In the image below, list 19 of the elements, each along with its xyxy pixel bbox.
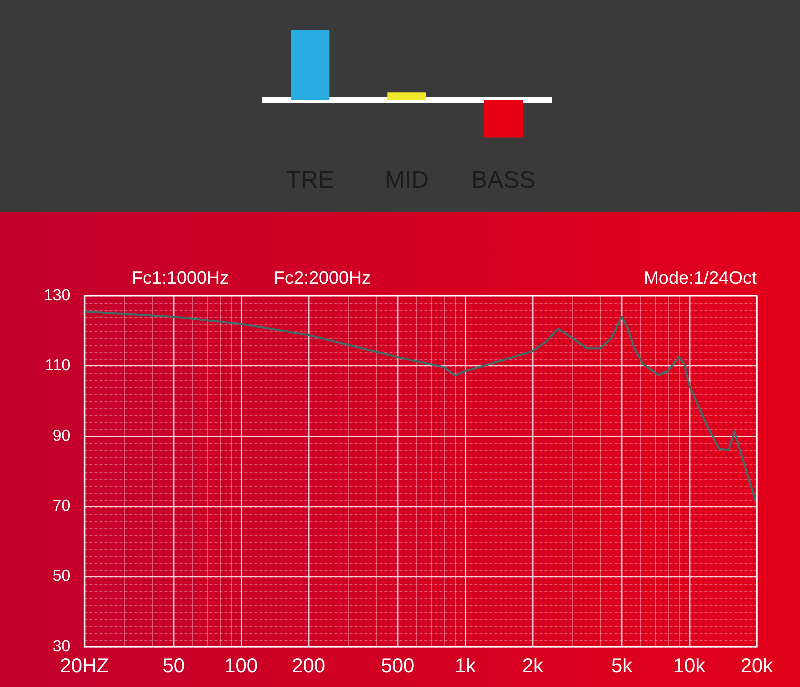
y-tick-label: 110	[45, 358, 71, 375]
y-tick-label: 90	[52, 428, 71, 445]
y-tick-label: 70	[52, 498, 71, 516]
x-tick-label: 20k	[740, 656, 774, 678]
x-tick-label: 500	[381, 656, 415, 678]
x-tick-label: 2k	[522, 656, 544, 678]
x-tick-label: 5k	[612, 656, 634, 678]
y-tick-label: 30	[52, 638, 71, 656]
text: Fc2:2000Hz	[274, 268, 372, 288]
x-tick-label: 10k	[673, 656, 707, 678]
x-tick-label: 50	[162, 656, 185, 678]
text: Mode:1/24Oct	[644, 268, 757, 288]
text: Fc1:1000Hz	[132, 268, 230, 288]
y-tick-label: 130	[44, 287, 71, 304]
x-tick-label: 100	[224, 656, 258, 678]
x-tick-label: 1k	[454, 656, 477, 678]
y-tick-label: 50	[52, 568, 71, 586]
x-tick-label: 20HZ	[60, 656, 110, 678]
x-tick-label: 200	[292, 656, 326, 678]
